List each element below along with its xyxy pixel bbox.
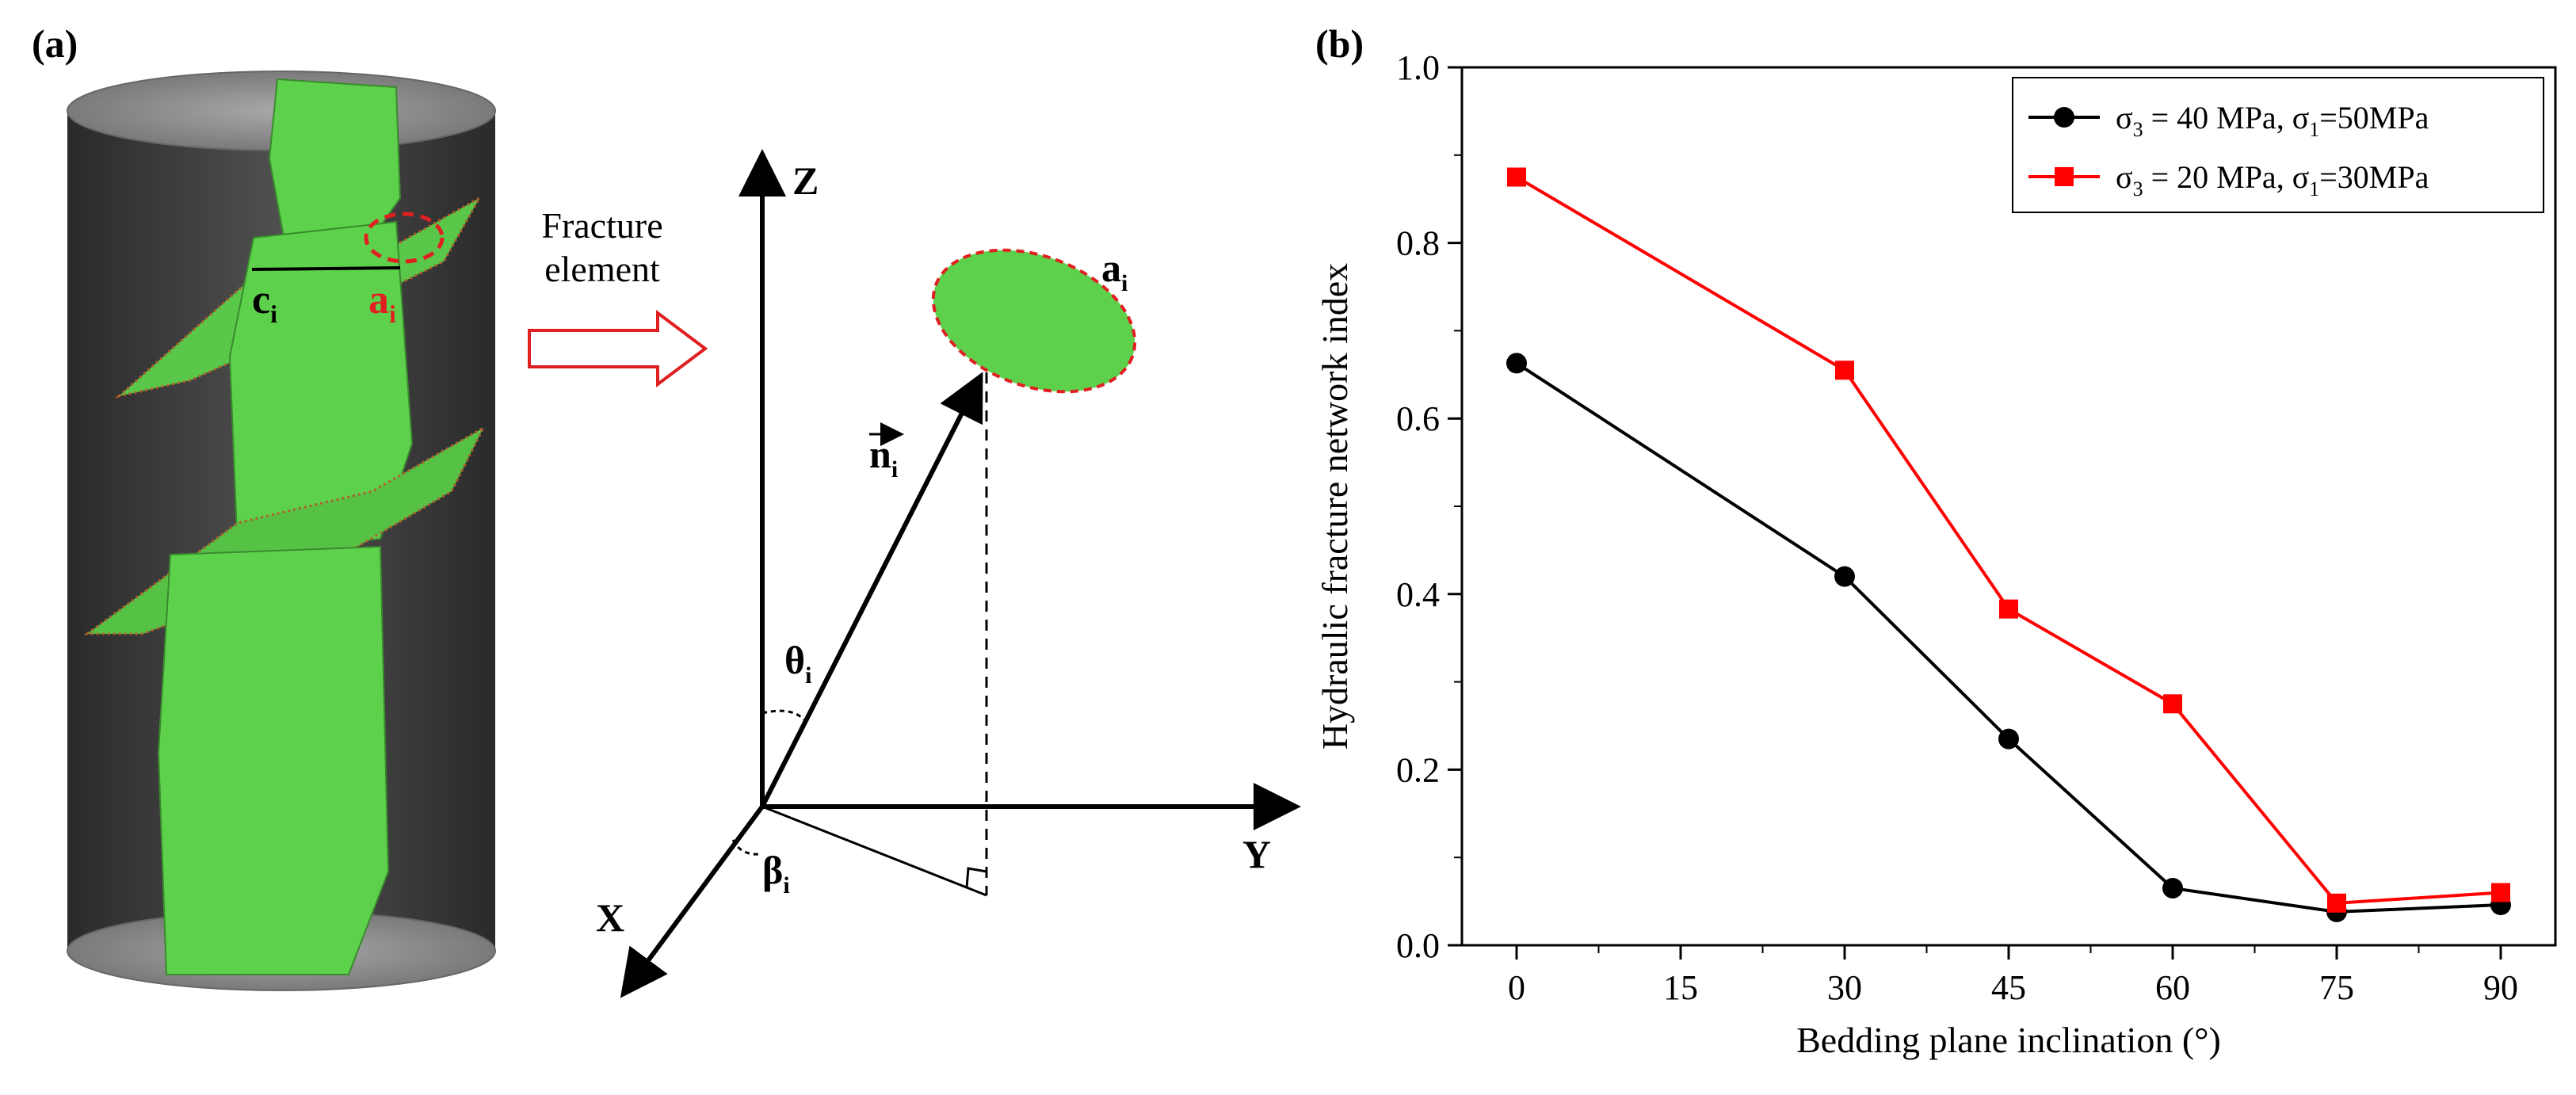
projection-base	[761, 805, 987, 897]
series-2-point	[1507, 167, 1526, 187]
x-tick-label: 90	[2483, 968, 2518, 1007]
fracture-lower-plane	[157, 545, 390, 975]
series-1-point	[1998, 728, 2019, 750]
legend-text-part: 1	[2309, 118, 2319, 141]
x-tick-label: 60	[2155, 968, 2190, 1007]
coordinate-system	[620, 149, 1301, 998]
legend-text-part: = 20 MPa, σ	[2143, 159, 2310, 195]
legend-text-part: = 40 MPa, σ	[2143, 100, 2310, 135]
fracture-element-ellipse	[931, 248, 1137, 394]
label-a-i-element: ai	[1101, 246, 1128, 296]
x-tick-label: 0	[1508, 968, 1525, 1007]
fracture-element-highlight	[364, 212, 445, 264]
series-2-point	[2327, 893, 2346, 913]
x-tick-label: 15	[1663, 968, 1698, 1007]
legend-text-part: 3	[2133, 118, 2143, 141]
x-axis-line	[620, 805, 765, 998]
fracture-planes	[83, 78, 487, 975]
legend-text-part: =30MPa	[2319, 159, 2429, 195]
legend-text-part: =50MPa	[2319, 100, 2429, 135]
fracture-middle-plane	[228, 220, 414, 556]
series-1-point	[1834, 566, 1855, 587]
y-tick-label: 0.0	[1396, 926, 1440, 965]
legend-text-part: σ	[2116, 100, 2133, 135]
y-tick-label: 1.0	[1396, 48, 1440, 87]
x-tick-label: 45	[1991, 968, 2026, 1007]
label-a-i-red: ai	[368, 277, 396, 328]
hydraulic-fracture-chart: 0 15 30 45 60 75 90 0.0 0.2 0.4 0.6 0.8 1.0 Bedding …	[1315, 48, 2557, 1060]
y-tick-label: 0.4	[1396, 575, 1440, 614]
arrow-text-line1: Fracture	[541, 205, 662, 246]
x-tick-label: 30	[1827, 968, 1862, 1007]
beta-arc	[731, 839, 761, 856]
y-tick-label: 0.8	[1396, 224, 1440, 263]
y-axis-label: Y	[1242, 832, 1271, 876]
legend-text-part: 3	[2133, 177, 2143, 200]
series-2-point	[1999, 599, 2018, 619]
chart-ticks: 0 15 30 45 60 75 90 0.0 0.2 0.4 0.6 0.8 1.0	[1396, 48, 2518, 1007]
label-beta-i: βi	[762, 848, 790, 899]
normal-vector-line	[760, 372, 983, 808]
series-2-point	[2491, 883, 2510, 902]
legend-entry-1: σ3 = 40 MPa, σ1=50MPa	[2116, 100, 2429, 141]
normal-vector-label: ni	[869, 422, 904, 483]
series-2-point	[2163, 694, 2182, 714]
panel-a-label: (a)	[32, 21, 78, 66]
x-tick-label: 75	[2319, 968, 2354, 1007]
panel-a: (a) ci ai Fracture element	[32, 21, 1301, 998]
label-theta-i: θi	[784, 638, 811, 689]
fracture-upper-plane	[268, 78, 402, 247]
legend-swatch-marker	[2054, 107, 2074, 128]
panel-b: (b) 0 15 30 45 60 75 90 0.0 0.2 0.4 0.6 0.8 1.0 Bedd…	[1315, 21, 2557, 1060]
series-1-point	[2162, 877, 2183, 899]
legend-text-part: σ	[2116, 159, 2133, 195]
chart-x-axis-title: Bedding plane inclination (°)	[1796, 1020, 2221, 1060]
arrow-text-line2: element	[544, 249, 660, 289]
legend-text-part: 1	[2309, 177, 2319, 200]
series-1-line	[1515, 361, 2502, 914]
theta-arc	[761, 709, 810, 726]
legend-entry-2: σ3 = 20 MPa, σ1=30MPa	[2116, 159, 2429, 200]
label-n-i: ni	[869, 432, 898, 483]
series-2-point	[1835, 361, 1854, 380]
right-angle-marker	[965, 867, 987, 888]
legend-box	[2012, 77, 2544, 213]
transition-arrow	[528, 310, 708, 387]
y-tick-label: 0.6	[1396, 399, 1440, 438]
x-axis-label: X	[596, 895, 624, 940]
panel-b-label: (b)	[1315, 21, 1364, 66]
label-c-i: ci	[252, 277, 277, 328]
chart-y-axis-title: Hydraulic fracture network index	[1315, 263, 1355, 750]
z-axis-label: Z	[792, 158, 819, 203]
series-2-line	[1515, 175, 2502, 905]
series-1-point	[1506, 353, 1527, 374]
fracture-trace-line	[251, 266, 401, 271]
y-tick-label: 0.2	[1396, 750, 1440, 789]
chart-series	[1506, 167, 2511, 922]
legend-swatch-marker	[2055, 167, 2074, 186]
